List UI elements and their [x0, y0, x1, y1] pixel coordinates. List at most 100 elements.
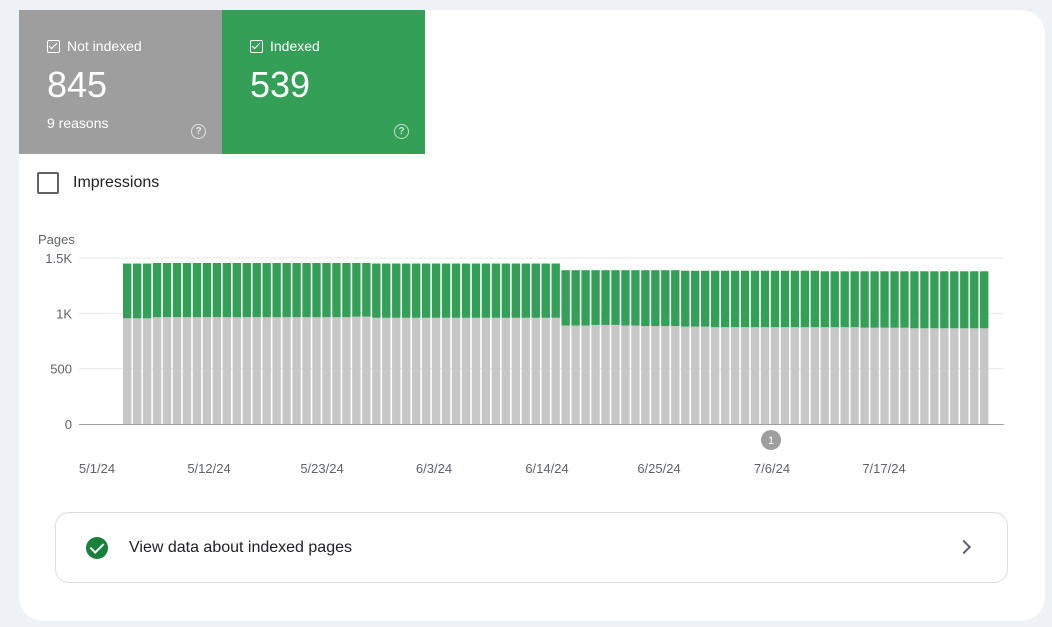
bar-indexed [521, 263, 530, 318]
bar-not-indexed [641, 326, 650, 424]
bar-not-indexed [232, 317, 241, 424]
indexed-tile[interactable]: Indexed 539 ? [222, 10, 425, 154]
bar-indexed [720, 270, 730, 328]
chevron-right-icon [956, 539, 972, 555]
bar-not-indexed [970, 328, 979, 424]
bar-indexed [441, 263, 451, 318]
bar-indexed [641, 270, 650, 327]
bar-not-indexed [880, 327, 889, 424]
bar-not-indexed [252, 317, 261, 424]
x-tick-label: 6/3/24 [416, 461, 452, 476]
bar-not-indexed [770, 327, 780, 424]
bar-indexed [162, 262, 172, 318]
bar-not-indexed [701, 326, 710, 424]
bar-not-indexed [940, 328, 949, 424]
help-icon[interactable]: ? [394, 124, 409, 139]
bar-not-indexed [750, 327, 760, 424]
bar-indexed [382, 263, 391, 318]
bar-indexed [860, 271, 869, 328]
bar-indexed [970, 271, 979, 329]
bar-indexed [412, 263, 421, 318]
bar-not-indexed [950, 328, 959, 424]
bar-indexed [342, 262, 351, 318]
bar-indexed [551, 263, 560, 318]
not-indexed-header: Not indexed [47, 37, 222, 55]
bar-not-indexed [850, 327, 859, 424]
bar-indexed [352, 262, 361, 317]
impressions-checkbox[interactable] [37, 172, 59, 194]
bar-not-indexed [152, 317, 162, 424]
bar-not-indexed [481, 317, 491, 424]
pages-bar-chart: Pages 0 500 1K 1.5K 5/1/24 5/12/24 5/23/24 6/3/2… [38, 232, 1004, 476]
bar-not-indexed [222, 317, 232, 424]
bar-not-indexed [571, 325, 580, 424]
checkbox-checked-icon[interactable] [47, 39, 60, 53]
bar-not-indexed [202, 317, 212, 424]
bar-indexed [172, 262, 182, 318]
bar-not-indexed [760, 327, 770, 424]
bar-indexed [232, 262, 241, 318]
bar-indexed [471, 263, 481, 318]
bar-not-indexed [212, 317, 222, 424]
bar-not-indexed [910, 328, 919, 424]
bar-not-indexed [332, 317, 341, 424]
indexed-label: Indexed [270, 38, 320, 54]
bar-indexed [402, 263, 411, 318]
annotation-marker [761, 430, 781, 450]
x-tick-label: 7/6/24 [754, 461, 790, 476]
bar-not-indexed [710, 327, 720, 424]
bar-not-indexed [611, 324, 620, 424]
check-circle-icon [86, 536, 108, 559]
bar-not-indexed [123, 318, 132, 424]
bar-indexed [541, 263, 550, 318]
bar-not-indexed [352, 316, 361, 424]
bar-not-indexed [830, 327, 839, 424]
bar-indexed [870, 271, 879, 328]
bar-indexed [780, 270, 790, 328]
bar-indexed [810, 270, 819, 328]
bar-indexed [132, 263, 142, 319]
bar-indexed [392, 263, 401, 318]
bar-not-indexed [461, 317, 471, 424]
view-indexed-pages-label: View data about indexed pages [129, 538, 352, 556]
bar-indexed [581, 270, 590, 326]
bar-indexed [840, 271, 849, 328]
help-icon[interactable]: ? [191, 124, 206, 139]
y-tick-label: 500 [50, 362, 72, 377]
bar-not-indexed [671, 326, 680, 424]
bar-not-indexed [511, 317, 521, 424]
bar-not-indexed [342, 317, 351, 424]
bar-not-indexed [840, 327, 849, 424]
checkbox-checked-icon[interactable] [250, 39, 263, 53]
bar-indexed [601, 270, 610, 325]
y-tick-label: 1K [56, 306, 72, 321]
bar-indexed [920, 271, 929, 329]
bar-indexed [322, 262, 331, 318]
bar-not-indexed [631, 325, 640, 424]
impressions-toggle[interactable]: Impressions [37, 172, 159, 194]
bar-indexed [691, 270, 700, 327]
bar-indexed [491, 263, 501, 318]
bar-not-indexed [421, 317, 431, 424]
bar-not-indexed [471, 317, 481, 424]
bar-not-indexed [262, 317, 271, 424]
bar-indexed [980, 271, 989, 329]
y-tick-label: 0 [65, 417, 72, 432]
bar-indexed [930, 271, 939, 329]
not-indexed-tile[interactable]: Not indexed 845 9 reasons ? [19, 10, 222, 154]
view-indexed-pages-link[interactable]: View data about indexed pages [55, 512, 1008, 583]
bar-indexed [611, 270, 620, 325]
bar-indexed [681, 270, 690, 327]
bar-not-indexed [521, 317, 530, 424]
bar-not-indexed [920, 328, 929, 424]
bar-indexed [960, 271, 969, 329]
bar-not-indexed [561, 325, 570, 424]
bar-indexed [123, 263, 132, 319]
bar-indexed [591, 270, 600, 325]
not-indexed-count: 845 [47, 64, 108, 105]
bar-not-indexed [730, 327, 740, 424]
x-tick-label: 5/23/24 [300, 461, 343, 476]
annotation-label: 1 [768, 435, 774, 447]
x-tick-label: 6/25/24 [637, 461, 680, 476]
bar-indexed [880, 271, 889, 328]
